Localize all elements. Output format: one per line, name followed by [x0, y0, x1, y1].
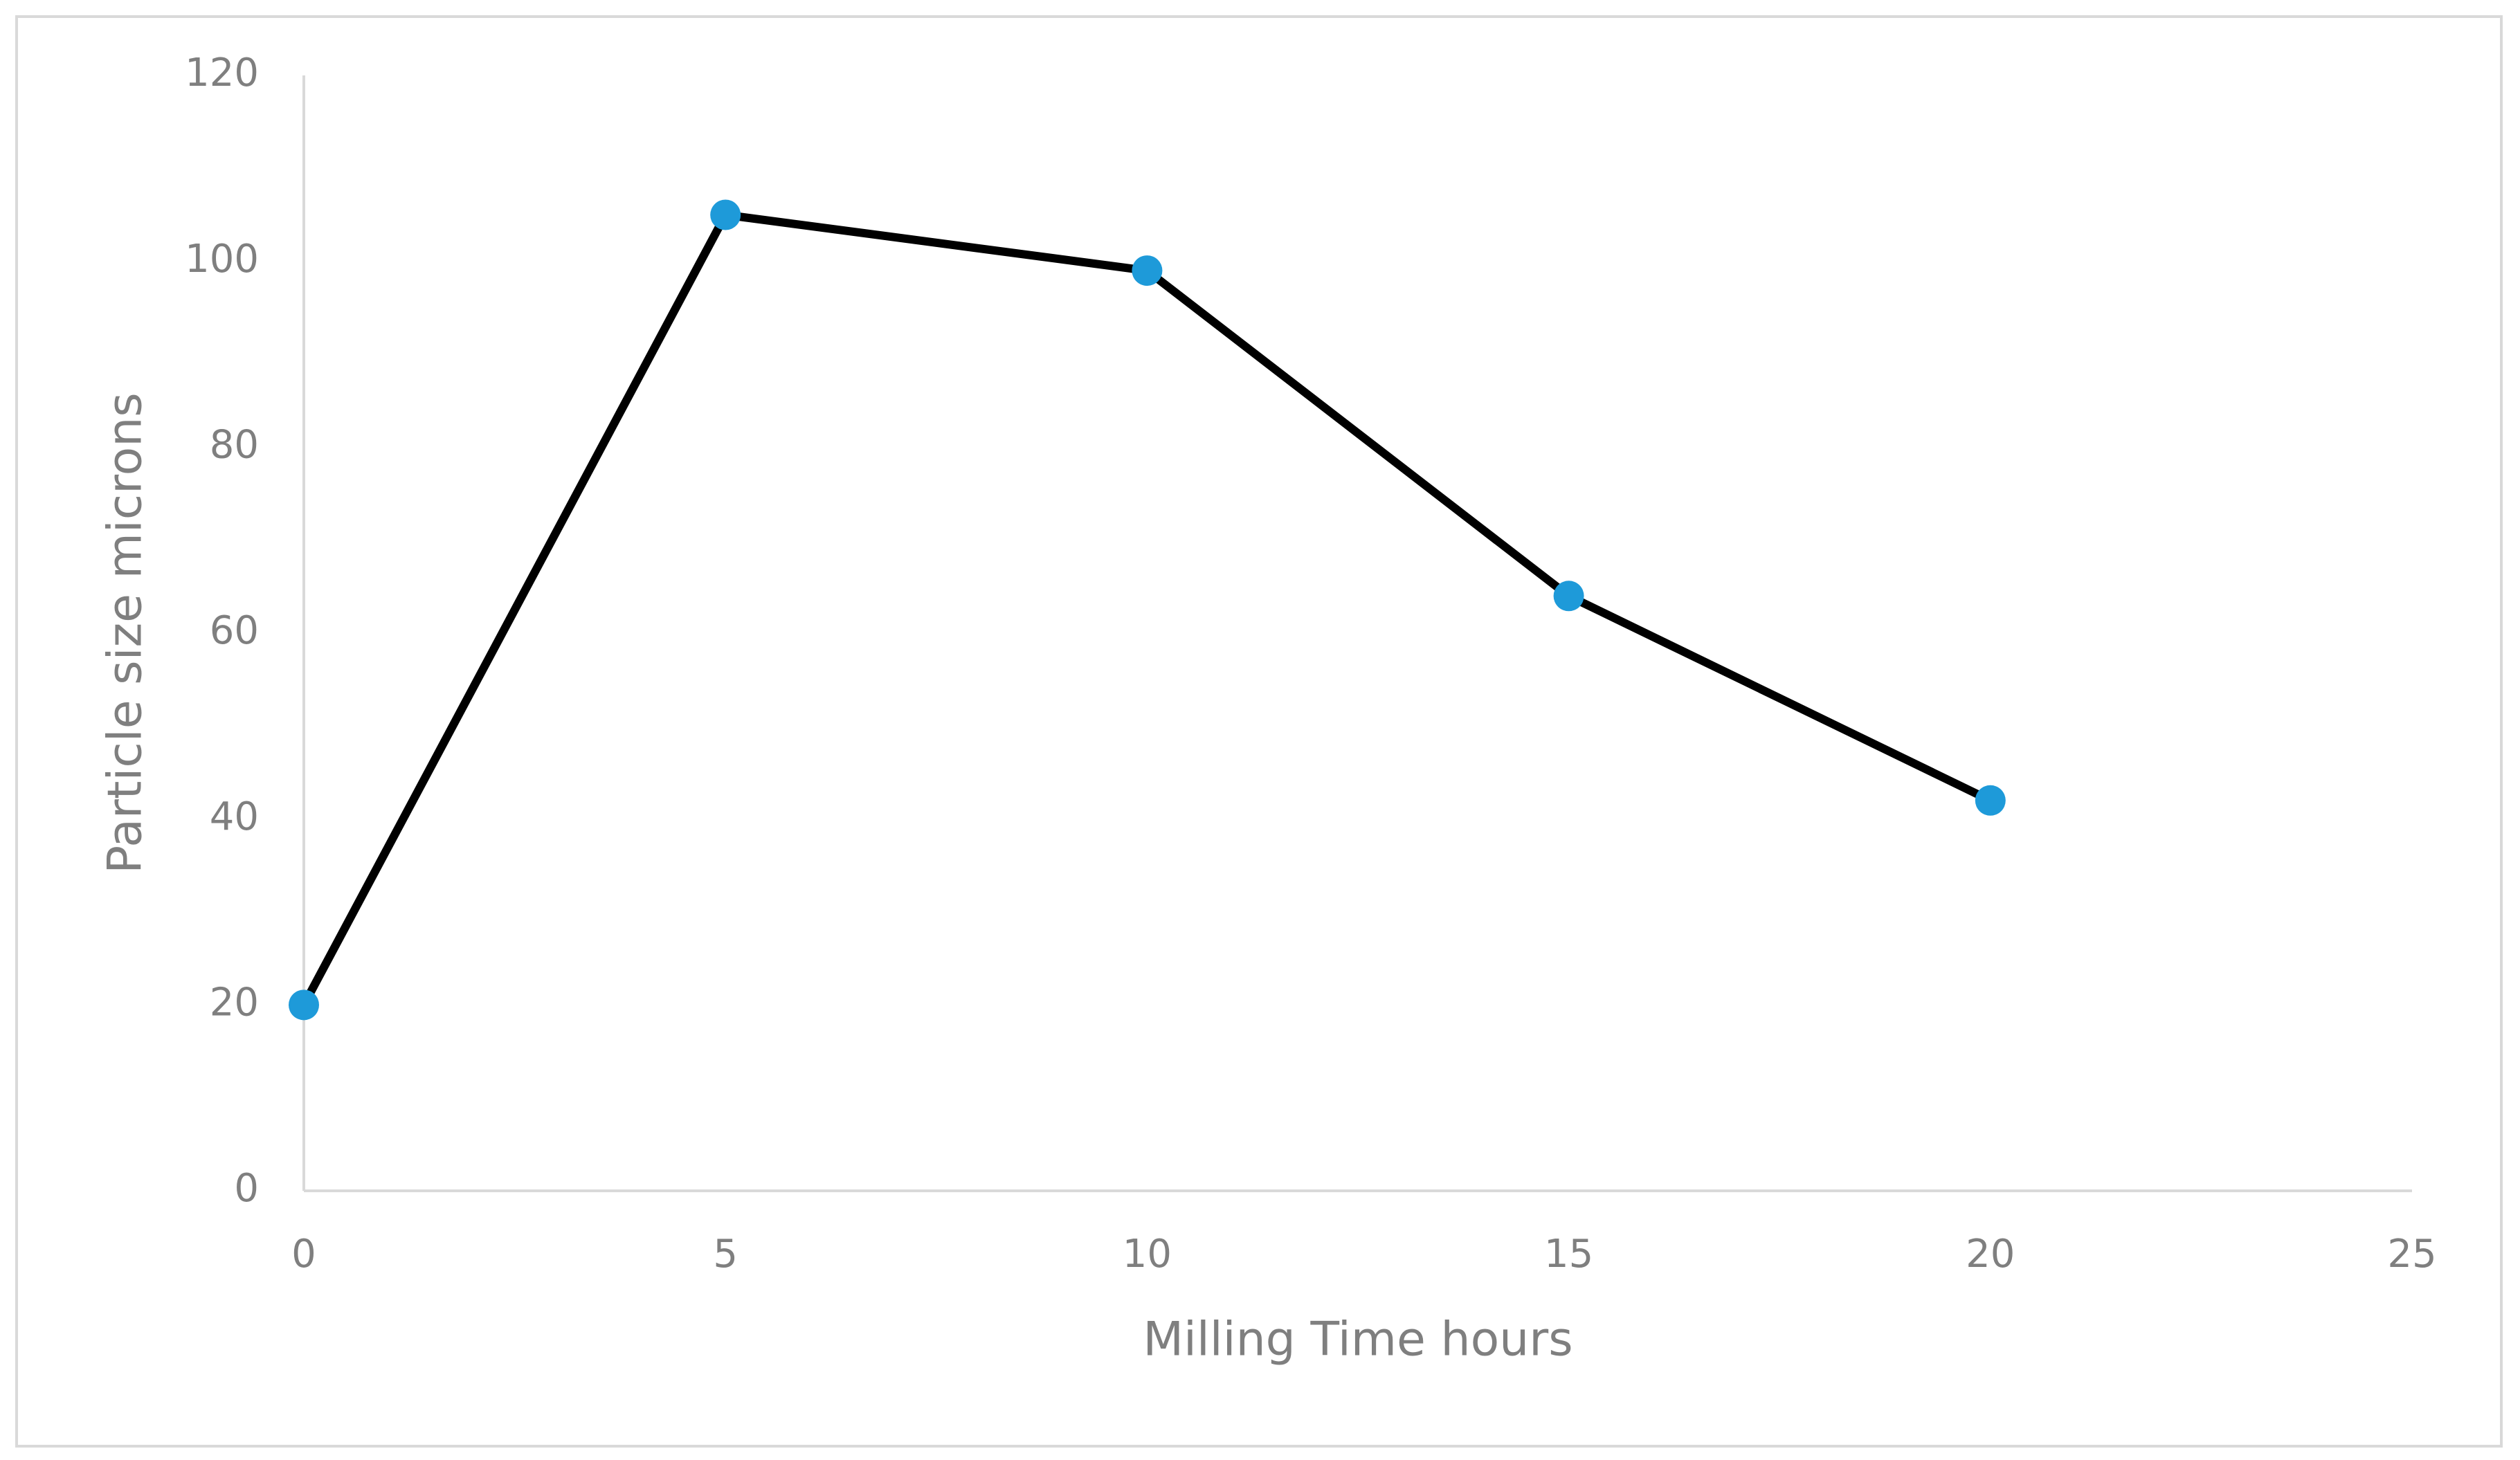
- data-point: [1975, 785, 2006, 816]
- data-point: [710, 199, 741, 230]
- chart-frame: [15, 15, 2503, 1448]
- y-tick-label: 80: [210, 422, 259, 467]
- data-point: [1132, 255, 1163, 286]
- x-tick-label: 5: [713, 1232, 738, 1277]
- data-point: [1553, 581, 1584, 612]
- data-point: [289, 989, 319, 1021]
- y-tick-label: 40: [210, 794, 259, 839]
- x-tick-label: 15: [1544, 1232, 1593, 1277]
- x-tick-label: 10: [1123, 1232, 1172, 1277]
- y-tick-label: 0: [234, 1166, 259, 1211]
- x-tick-label: 25: [2387, 1232, 2436, 1277]
- y-tick-label: 20: [210, 980, 259, 1025]
- x-tick-label: 0: [291, 1232, 316, 1277]
- x-tick-label: 20: [1966, 1232, 2015, 1277]
- y-tick-label: 120: [185, 51, 259, 95]
- y-tick-label: 100: [185, 237, 259, 282]
- y-axis-title: Particle size microns: [98, 392, 153, 873]
- x-axis-title: Milling Time hours: [1143, 1313, 1572, 1367]
- y-tick-label: 60: [210, 608, 259, 653]
